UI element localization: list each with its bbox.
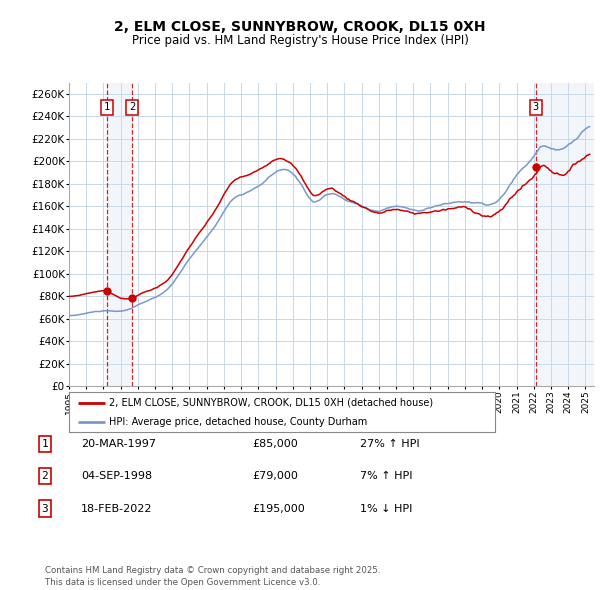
Text: £85,000: £85,000 bbox=[252, 439, 298, 448]
Text: £195,000: £195,000 bbox=[252, 504, 305, 513]
Text: 3: 3 bbox=[533, 102, 539, 112]
Text: Price paid vs. HM Land Registry's House Price Index (HPI): Price paid vs. HM Land Registry's House … bbox=[131, 34, 469, 47]
Text: 20-MAR-1997: 20-MAR-1997 bbox=[81, 439, 156, 448]
Text: 27% ↑ HPI: 27% ↑ HPI bbox=[360, 439, 419, 448]
Text: HPI: Average price, detached house, County Durham: HPI: Average price, detached house, Coun… bbox=[109, 417, 368, 427]
Text: 2, ELM CLOSE, SUNNYBROW, CROOK, DL15 0XH (detached house): 2, ELM CLOSE, SUNNYBROW, CROOK, DL15 0XH… bbox=[109, 398, 434, 408]
Bar bbox=[536, 83, 594, 386]
Text: 2: 2 bbox=[41, 471, 49, 481]
Text: Contains HM Land Registry data © Crown copyright and database right 2025.
This d: Contains HM Land Registry data © Crown c… bbox=[45, 566, 380, 587]
Text: 2, ELM CLOSE, SUNNYBROW, CROOK, DL15 0XH: 2, ELM CLOSE, SUNNYBROW, CROOK, DL15 0XH bbox=[114, 19, 486, 34]
Text: 18-FEB-2022: 18-FEB-2022 bbox=[81, 504, 152, 513]
Bar bbox=[107, 83, 132, 386]
Text: 1: 1 bbox=[41, 439, 49, 448]
Text: £79,000: £79,000 bbox=[252, 471, 298, 481]
Text: 7% ↑ HPI: 7% ↑ HPI bbox=[360, 471, 413, 481]
Text: 1% ↓ HPI: 1% ↓ HPI bbox=[360, 504, 412, 513]
Text: 3: 3 bbox=[41, 504, 49, 513]
Text: 2: 2 bbox=[129, 102, 135, 112]
Text: 1: 1 bbox=[104, 102, 110, 112]
Text: 04-SEP-1998: 04-SEP-1998 bbox=[81, 471, 152, 481]
